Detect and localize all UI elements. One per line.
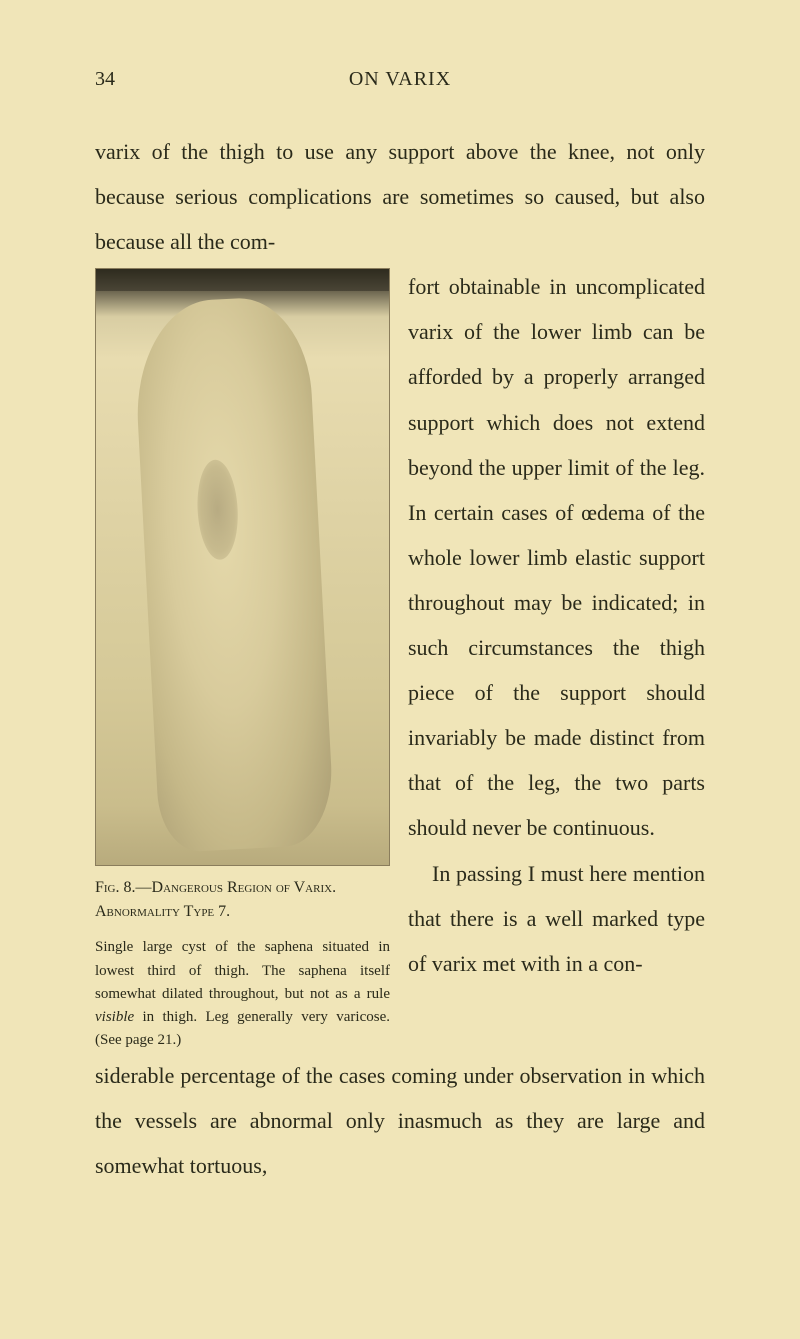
figure-label: Fig. 8.— bbox=[95, 879, 152, 896]
content-wrapper: varix of the thigh to use any support ab… bbox=[95, 129, 705, 1188]
right-column-p1: fort obtainable in uncomplicated varix o… bbox=[408, 274, 705, 840]
page-number: 34 bbox=[95, 68, 115, 91]
leg-illustration bbox=[132, 295, 336, 853]
figure-column: Fig. 8.—Dangerous Region of Varix. Abnor… bbox=[95, 264, 390, 1052]
figure-desc-part2: in thigh. Leg generally very varicose. (… bbox=[95, 1009, 390, 1048]
figure-image bbox=[95, 268, 390, 866]
figure-desc-italic: visible bbox=[95, 1009, 134, 1025]
document-page: 34 ON VARIX varix of the thigh to use an… bbox=[0, 0, 800, 1248]
text-column: fort obtainable in uncomplicated varix o… bbox=[408, 264, 705, 1052]
figure-caption: Fig. 8.—Dangerous Region of Varix. Abnor… bbox=[95, 876, 390, 924]
intro-paragraph: varix of the thigh to use any support ab… bbox=[95, 129, 705, 264]
running-title: ON VARIX bbox=[349, 68, 451, 91]
right-column-p2: In passing I must here mention that ther… bbox=[408, 851, 705, 986]
two-column-layout: Fig. 8.—Dangerous Region of Varix. Abnor… bbox=[95, 264, 705, 1052]
figure-description: Single large cyst of the saphena situate… bbox=[95, 936, 390, 1052]
bottom-paragraph: siderable percentage of the cases coming… bbox=[95, 1053, 705, 1188]
figure-desc-part1: Single large cyst of the saphena situate… bbox=[95, 939, 390, 1002]
page-header: 34 ON VARIX bbox=[95, 68, 705, 91]
